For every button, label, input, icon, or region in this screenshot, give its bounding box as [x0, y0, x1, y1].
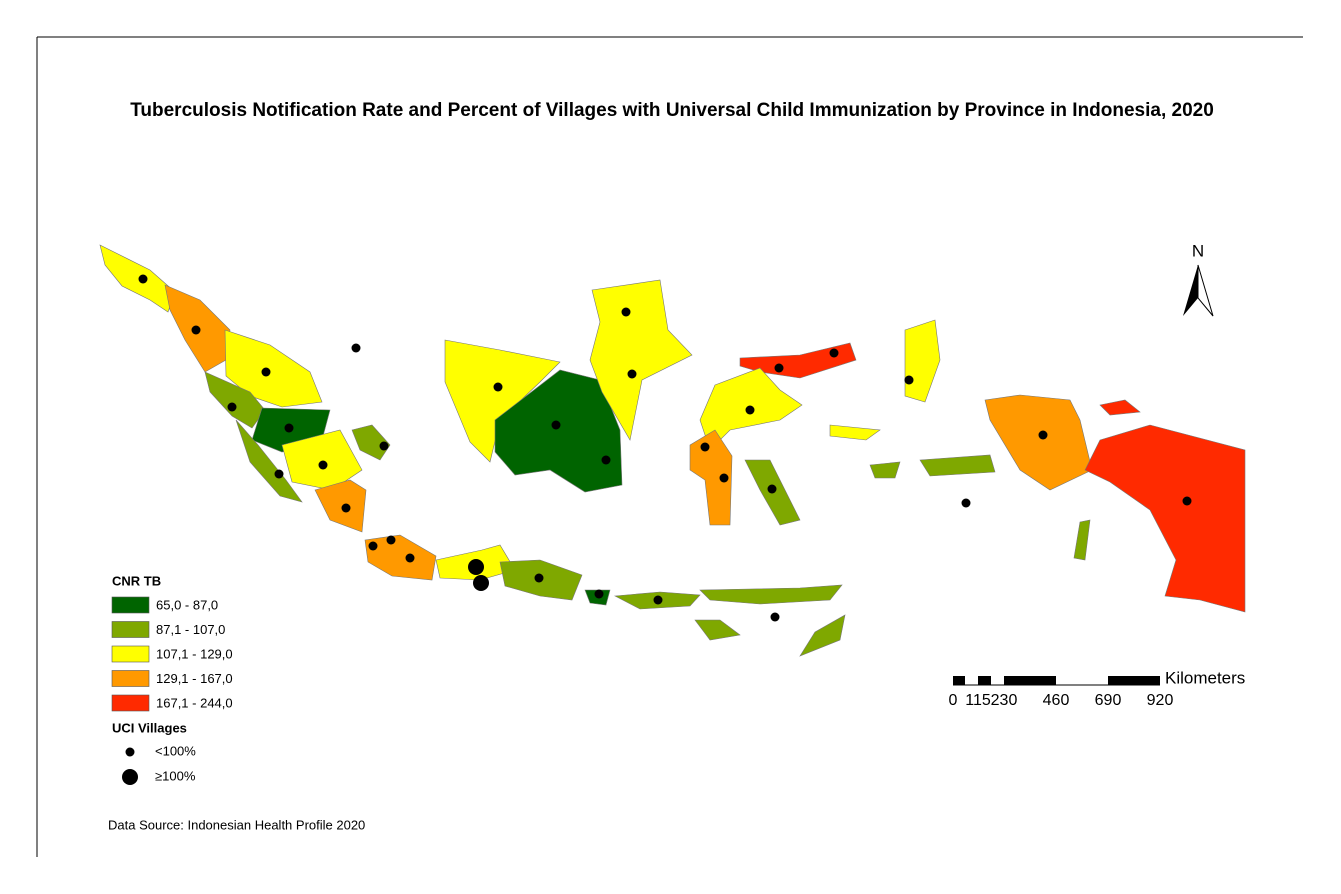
province	[984, 394, 1093, 491]
uci-dot	[551, 420, 561, 430]
uci-dot	[829, 348, 839, 358]
legend-label: ≥100%	[155, 768, 196, 783]
uci-dot	[534, 573, 544, 583]
province	[235, 419, 303, 503]
uci-dot	[1182, 496, 1192, 506]
scale-label: 460	[1043, 692, 1070, 709]
province	[494, 369, 623, 493]
province	[224, 329, 323, 408]
legend-swatch	[111, 596, 150, 614]
uci-dot	[594, 589, 604, 599]
uci-dot	[379, 441, 389, 451]
province	[829, 424, 881, 441]
legend-swatch	[111, 621, 150, 638]
uci-dot	[274, 469, 284, 479]
province	[1084, 424, 1246, 613]
uci-dot	[770, 612, 780, 622]
scale-unit: Kilometers	[1165, 668, 1245, 687]
uci-dot	[261, 367, 271, 377]
uci-dot	[138, 274, 148, 284]
legend-label: 129,1 - 167,0	[156, 671, 233, 686]
province	[99, 244, 176, 313]
uci-dot	[774, 363, 784, 373]
data-source: Data Source: Indonesian Health Profile 2…	[108, 817, 365, 832]
map-title: Tuberculosis Notification Rate and Perce…	[130, 100, 1214, 121]
uci-dot	[368, 541, 378, 551]
province	[799, 614, 846, 657]
uci-dot	[284, 423, 294, 433]
uci-dot	[719, 473, 729, 483]
scale-label: 115	[965, 692, 991, 709]
uci-dots	[138, 274, 1192, 622]
uci-dot-large	[468, 559, 484, 575]
uci-dot	[493, 382, 503, 392]
scale-label: 920	[1147, 692, 1174, 709]
legend-label: 167,1 - 244,0	[156, 695, 233, 710]
north-arrow: N	[1183, 241, 1214, 317]
scale-label: 690	[1095, 692, 1122, 709]
uci-dot	[341, 503, 351, 513]
province	[869, 461, 901, 479]
province	[351, 424, 391, 461]
legend-dot-large	[122, 769, 138, 785]
uci-dot	[961, 498, 971, 508]
uci-dot	[700, 442, 710, 452]
scale-bar: Kilometers 0 115 230 460 690 920	[949, 668, 1246, 709]
uci-dot	[386, 535, 396, 545]
uci-dot	[191, 325, 201, 335]
uci-dot	[621, 307, 631, 317]
uci-dot	[351, 343, 361, 353]
province	[589, 279, 693, 441]
legend-label: <100%	[155, 743, 196, 758]
uci-dot	[627, 369, 637, 379]
legend-title: UCI Villages	[112, 720, 187, 735]
province	[1073, 519, 1091, 561]
uci-dot	[405, 553, 415, 563]
uci-dot	[318, 460, 328, 470]
legend-swatch	[111, 670, 150, 687]
province	[204, 371, 266, 429]
province	[904, 319, 941, 403]
uci-dot	[767, 484, 777, 494]
legend-swatch	[111, 645, 150, 663]
uci-dot	[601, 455, 611, 465]
scale-label: 0	[949, 692, 958, 709]
north-arrow-left	[1183, 265, 1198, 316]
scale-label: 230	[991, 692, 1018, 709]
province	[919, 454, 996, 477]
scale-segment	[978, 676, 991, 685]
province	[1099, 399, 1141, 416]
uci-dot	[1038, 430, 1048, 440]
north-label: N	[1192, 241, 1204, 260]
scale-segment	[1004, 676, 1056, 685]
province	[699, 584, 843, 605]
legend-label: 87,1 - 107,0	[156, 622, 225, 637]
province	[314, 479, 367, 533]
province	[739, 342, 857, 379]
uci-dot	[653, 595, 663, 605]
scale-segment	[953, 676, 965, 685]
province	[281, 429, 363, 491]
legend-label: 65,0 - 87,0	[156, 597, 218, 612]
province	[694, 619, 741, 641]
uci-dot	[745, 405, 755, 415]
uci-dot	[227, 402, 237, 412]
uci-dot	[904, 375, 914, 385]
legend-dot	[125, 747, 135, 757]
legend: CNR TB UCI Villages <100% ≥100% 65,0 - 8…	[111, 573, 233, 785]
legend-swatch	[111, 694, 150, 712]
province	[689, 429, 733, 526]
legend-label: 107,1 - 129,0	[156, 646, 233, 661]
province	[364, 534, 437, 581]
legend-title: CNR TB	[112, 573, 161, 588]
provinces	[99, 244, 1246, 657]
scale-segment	[1108, 676, 1160, 685]
north-arrow-right	[1197, 264, 1214, 317]
uci-dot-large	[473, 575, 489, 591]
